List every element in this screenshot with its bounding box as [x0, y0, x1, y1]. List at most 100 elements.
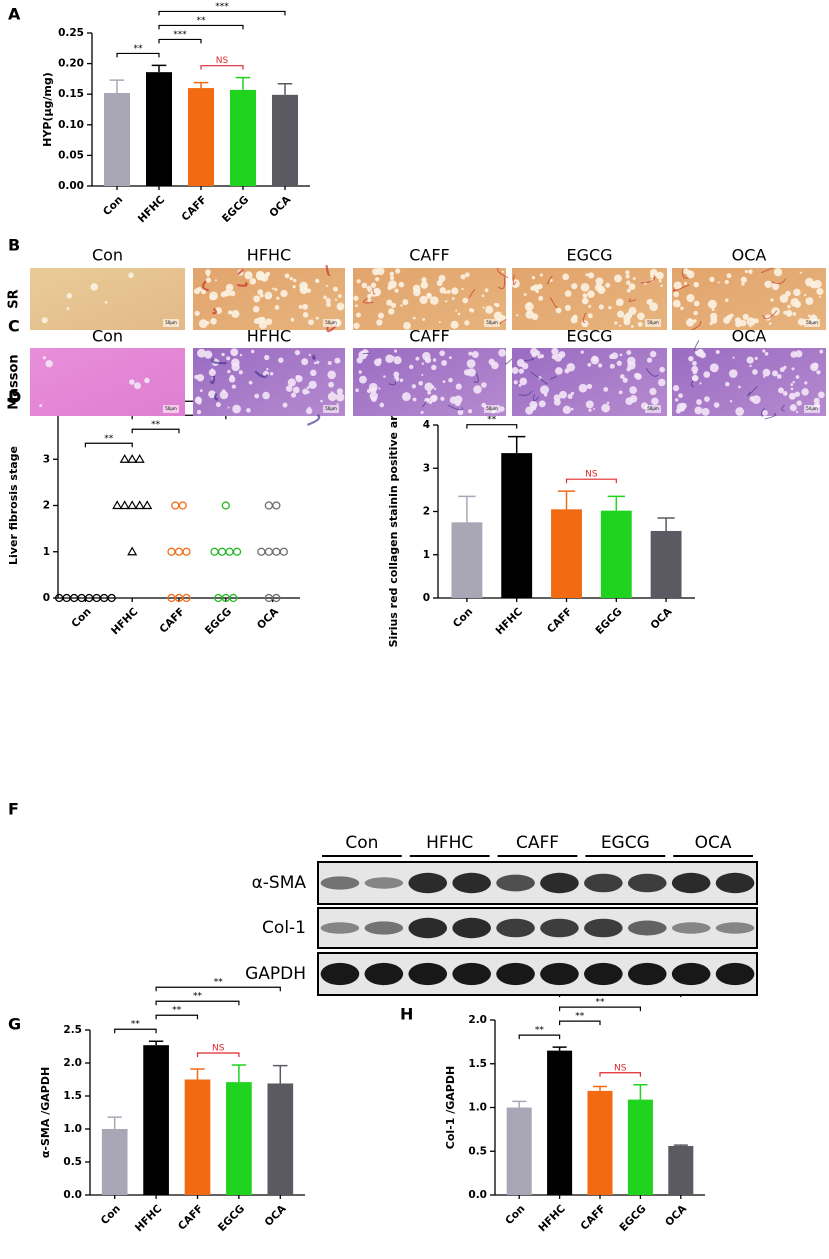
vacuole [692, 370, 698, 375]
vacuole [587, 272, 595, 279]
band [540, 872, 579, 894]
y-tick-label: 2.0 [63, 1057, 82, 1069]
y-tick-label: 2 [423, 506, 430, 518]
vacuole [493, 302, 497, 306]
vacuole [376, 319, 383, 326]
vacuole [420, 281, 429, 289]
vacuole [451, 297, 455, 300]
band [364, 962, 404, 986]
vacuole [746, 356, 754, 364]
vacuole [231, 362, 240, 372]
vacuole [659, 366, 665, 373]
vacuole [792, 380, 795, 384]
vacuole [205, 277, 212, 283]
point [127, 500, 138, 510]
error-bar [148, 1040, 164, 1046]
vacuole [728, 369, 738, 378]
vacuole [440, 396, 445, 401]
significance-bracket [559, 1020, 601, 1026]
band [320, 876, 360, 890]
fiber [533, 394, 540, 402]
significance-bracket [131, 428, 180, 434]
fiber [550, 375, 557, 380]
vacuole [308, 380, 317, 389]
significance-label: NS [585, 470, 598, 480]
point [174, 547, 184, 556]
point [225, 547, 234, 556]
vacuole [244, 271, 253, 280]
scale-bar [804, 405, 820, 413]
vacuole [45, 360, 53, 368]
vacuole [227, 369, 231, 374]
vacuole [262, 391, 270, 400]
vacuole [39, 404, 43, 408]
vacuole [813, 397, 820, 404]
vacuole [551, 347, 559, 356]
vacuole [628, 283, 636, 290]
vacuole [194, 310, 200, 316]
vacuole [308, 406, 311, 410]
blot-row-label: α-SMA [252, 873, 307, 893]
x-tick-label: HFHC [136, 194, 168, 226]
vacuole [732, 356, 735, 359]
vacuole [254, 393, 260, 399]
blot-group-label: Con [345, 833, 378, 853]
vacuole [796, 400, 802, 406]
x-tick-label: EGCG [593, 606, 624, 637]
bar [600, 510, 632, 598]
vacuole [415, 356, 420, 361]
significance-label: *** [173, 30, 187, 40]
vacuole [389, 271, 395, 277]
vacuole [525, 310, 534, 319]
point [229, 593, 238, 603]
vacuole [658, 279, 662, 283]
vacuole [197, 348, 206, 358]
band [364, 921, 404, 935]
vacuole [499, 406, 505, 412]
vacuole [315, 316, 319, 320]
point [112, 500, 123, 510]
vacuole [626, 288, 631, 293]
vacuole [598, 285, 602, 289]
bar [145, 72, 173, 186]
vacuole [587, 313, 593, 319]
vacuole [252, 305, 260, 313]
band [540, 962, 579, 986]
vacuole [803, 293, 807, 297]
vacuole [359, 375, 367, 384]
error-bar [458, 495, 476, 523]
vacuole [200, 289, 207, 295]
vacuole [498, 349, 506, 357]
vacuole [294, 349, 301, 356]
vacuole [686, 270, 695, 279]
vacuole [726, 314, 732, 321]
vacuole [424, 398, 429, 403]
vacuole [298, 304, 303, 309]
vacuole [795, 350, 803, 358]
significance-bracket [84, 442, 133, 448]
vacuole [789, 404, 797, 412]
significance-bracket [565, 478, 617, 484]
fiber [530, 371, 548, 385]
panel-letter: D [8, 388, 21, 407]
micrograph: 50μm [672, 267, 826, 331]
error-bar [607, 495, 625, 511]
vacuole [801, 388, 809, 396]
fiber [690, 380, 695, 388]
point [264, 547, 274, 556]
vacuole [468, 308, 473, 312]
vacuole [377, 312, 385, 319]
vacuole [513, 380, 518, 385]
vacuole [305, 407, 313, 415]
vacuole [558, 351, 566, 359]
point [142, 500, 153, 510]
vacuole [249, 277, 257, 285]
y-tick-label: 2.0 [468, 1014, 487, 1026]
column-title: OCA [732, 246, 767, 265]
scale-bar-label: 50μm [165, 320, 177, 325]
band [627, 873, 667, 893]
panel-letter: H [400, 1005, 413, 1024]
vacuole [605, 282, 611, 288]
y-tick-label: 1.5 [63, 1090, 82, 1102]
y-axis-title: HYP(μg/mg) [41, 72, 54, 147]
